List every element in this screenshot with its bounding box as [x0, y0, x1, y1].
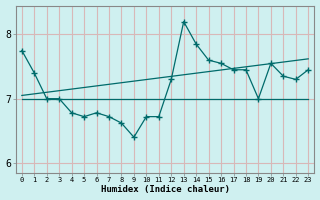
X-axis label: Humidex (Indice chaleur): Humidex (Indice chaleur) — [100, 185, 229, 194]
